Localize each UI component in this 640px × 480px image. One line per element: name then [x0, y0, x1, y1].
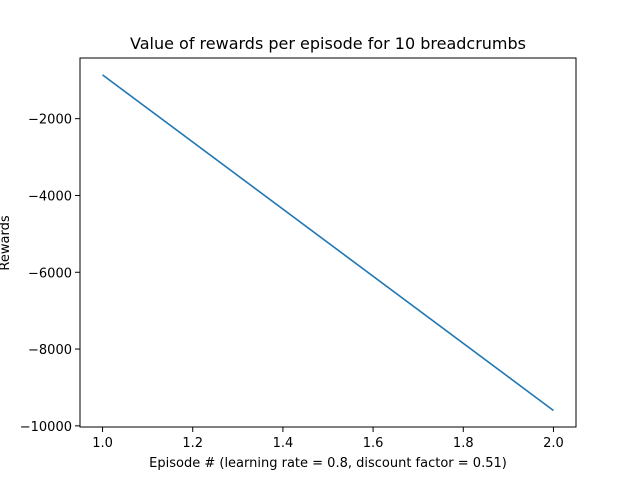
x-tick-label: 1.4 [273, 436, 294, 451]
series-line-0 [102, 74, 554, 412]
y-tick-label: −4000 [28, 189, 72, 204]
x-tick-label: 2.0 [543, 436, 564, 451]
y-axis-ticks: −10000 −8000 −6000 −4000 −2000 [20, 113, 80, 435]
y-tick-label: −10000 [20, 420, 72, 435]
x-tick-label: 1.0 [92, 436, 113, 451]
y-tick-label: −6000 [28, 266, 72, 281]
plot-frame [79, 57, 577, 428]
y-tick-label: −8000 [28, 343, 72, 358]
x-tick-label: 1.2 [182, 436, 203, 451]
x-axis-ticks: 1.0 1.2 1.4 1.6 1.8 2.0 [92, 427, 564, 451]
series-layer [102, 74, 554, 412]
x-tick-label: 1.8 [453, 436, 474, 451]
x-axis-label: Episode # (learning rate = 0.8, discount… [149, 456, 507, 471]
y-tick-label: −2000 [28, 113, 72, 128]
chart-title: Value of rewards per episode for 10 brea… [130, 34, 526, 53]
x-tick-label: 1.6 [363, 436, 384, 451]
y-axis-label: Rewards [0, 215, 13, 270]
